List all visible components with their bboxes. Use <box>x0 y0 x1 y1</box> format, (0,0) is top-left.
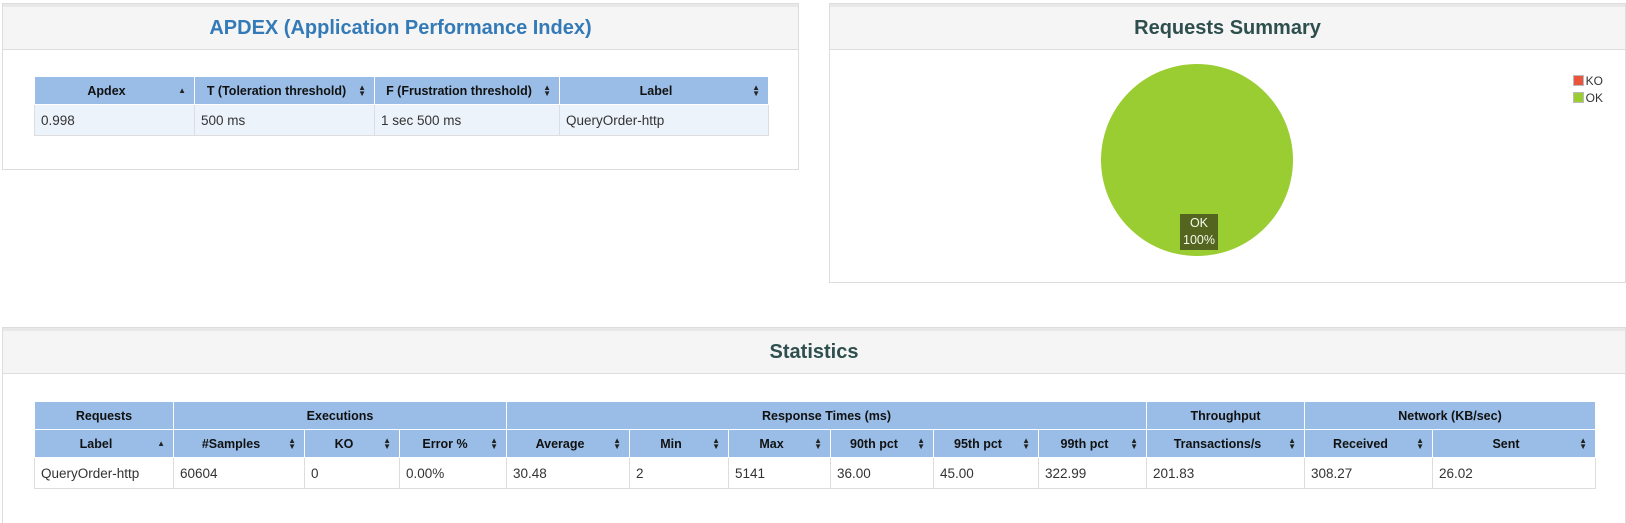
stats-header-transactions[interactable]: Transactions/s ▲ ▼ <box>1146 429 1305 458</box>
sort-icon: ▲ ▼ <box>288 435 296 451</box>
stats-header-sent[interactable]: Sent ▲ ▼ <box>1432 429 1596 458</box>
sort-icon: ▲ ▼ <box>383 435 391 451</box>
stats-header-samples[interactable]: #Samples ▲ ▼ <box>173 429 305 458</box>
group-network: Network (KB/sec) <box>1304 401 1596 430</box>
apdex-header-label[interactable]: Label ▲ ▼ <box>559 76 769 105</box>
apdex-panel: APDEX (Application Performance Index) Ap… <box>2 3 799 170</box>
stats-header-label[interactable]: Label ▲ <box>34 429 174 458</box>
stats-cell-ko: 0 <box>304 457 400 489</box>
pie-slice-label: OK 100% <box>1180 214 1218 250</box>
requests-summary-panel: Requests Summary OK 100% KO OK <box>829 3 1626 283</box>
group-throughput: Throughput <box>1146 401 1305 430</box>
stats-header-ko[interactable]: KO ▲ ▼ <box>304 429 400 458</box>
stats-header-max[interactable]: Max ▲ ▼ <box>728 429 831 458</box>
statistics-table: Requests Executions Response Times (ms) … <box>34 401 1596 489</box>
sort-icon: ▲ ▼ <box>1130 435 1138 451</box>
sort-icon: ▲ ▼ <box>358 82 366 98</box>
requests-pie-chart <box>1101 64 1293 256</box>
sort-asc-icon: ▲ <box>157 438 165 448</box>
group-response-times: Response Times (ms) <box>506 401 1147 430</box>
stats-cell-samples: 60604 <box>173 457 305 489</box>
stats-header-99pct[interactable]: 99th pct ▲ ▼ <box>1038 429 1147 458</box>
chart-legend: KO OK <box>1572 72 1603 106</box>
apdex-header-apdex[interactable]: Apdex ▲ <box>34 76 195 105</box>
sort-icon: ▲ ▼ <box>752 82 760 98</box>
statistics-panel: Statistics Requests Executions Response … <box>2 327 1626 523</box>
stats-cell-transactions: 201.83 <box>1146 457 1305 489</box>
apdex-toleration: 500 ms <box>194 104 375 136</box>
stats-header-95pct[interactable]: 95th pct ▲ ▼ <box>933 429 1039 458</box>
sort-icon: ▲ ▼ <box>1416 435 1424 451</box>
pie-slice-name: OK <box>1189 216 1209 230</box>
stats-header-min[interactable]: Min ▲ ▼ <box>629 429 729 458</box>
apdex-frustration: 1 sec 500 ms <box>374 104 560 136</box>
stats-header-error[interactable]: Error % ▲ ▼ <box>399 429 507 458</box>
stats-cell-label: QueryOrder-http <box>34 457 174 489</box>
apdex-table: Apdex ▲ T (Toleration threshold) ▲ ▼ F (Fru… <box>34 76 769 136</box>
apdex-title: APDEX (Application Performance Index) <box>3 4 798 50</box>
sort-icon: ▲ ▼ <box>543 82 551 98</box>
apdex-value: 0.998 <box>34 104 195 136</box>
legend-item-ko[interactable]: KO <box>1572 72 1603 89</box>
stats-header-90pct[interactable]: 90th pct ▲ ▼ <box>830 429 934 458</box>
table-row: QueryOrder-http 60604 0 0.00% 30.48 2 51… <box>34 457 1596 489</box>
stats-cell-error: 0.00% <box>399 457 507 489</box>
stats-header-average[interactable]: Average ▲ ▼ <box>506 429 630 458</box>
group-requests: Requests <box>34 401 174 430</box>
apdex-label: QueryOrder-http <box>559 104 769 136</box>
requests-summary-title: Requests Summary <box>830 4 1625 50</box>
stats-cell-max: 5141 <box>728 457 831 489</box>
stats-header-received[interactable]: Received ▲ ▼ <box>1304 429 1433 458</box>
stats-cell-99pct: 322.99 <box>1038 457 1147 489</box>
sort-icon: ▲ ▼ <box>613 435 621 451</box>
sort-icon: ▲ ▼ <box>490 435 498 451</box>
group-executions: Executions <box>173 401 507 430</box>
sort-asc-icon: ▲ <box>178 85 186 95</box>
sort-icon: ▲ ▼ <box>712 435 720 451</box>
sort-icon: ▲ ▼ <box>814 435 822 451</box>
sort-icon: ▲ ▼ <box>917 435 925 451</box>
apdex-header-toleration[interactable]: T (Toleration threshold) ▲ ▼ <box>194 76 375 105</box>
pie-slice-ok[interactable] <box>1101 64 1293 256</box>
stats-cell-95pct: 45.00 <box>933 457 1039 489</box>
statistics-title: Statistics <box>3 328 1625 374</box>
stats-cell-90pct: 36.00 <box>830 457 934 489</box>
stats-cell-average: 30.48 <box>506 457 630 489</box>
table-row: 0.998 500 ms 1 sec 500 ms QueryOrder-htt… <box>34 104 769 136</box>
stats-cell-sent: 26.02 <box>1432 457 1596 489</box>
sort-icon: ▲ ▼ <box>1022 435 1030 451</box>
legend-item-ok[interactable]: OK <box>1572 89 1603 106</box>
sort-icon: ▲ ▼ <box>1579 435 1587 451</box>
sort-icon: ▲ ▼ <box>1288 435 1296 451</box>
legend-swatch-ok <box>1572 92 1584 103</box>
apdex-header-frustration[interactable]: F (Frustration threshold) ▲ ▼ <box>374 76 560 105</box>
legend-swatch-ko <box>1572 75 1584 86</box>
stats-cell-received: 308.27 <box>1304 457 1433 489</box>
stats-cell-min: 2 <box>629 457 729 489</box>
pie-slice-percent: 100% <box>1183 233 1215 247</box>
